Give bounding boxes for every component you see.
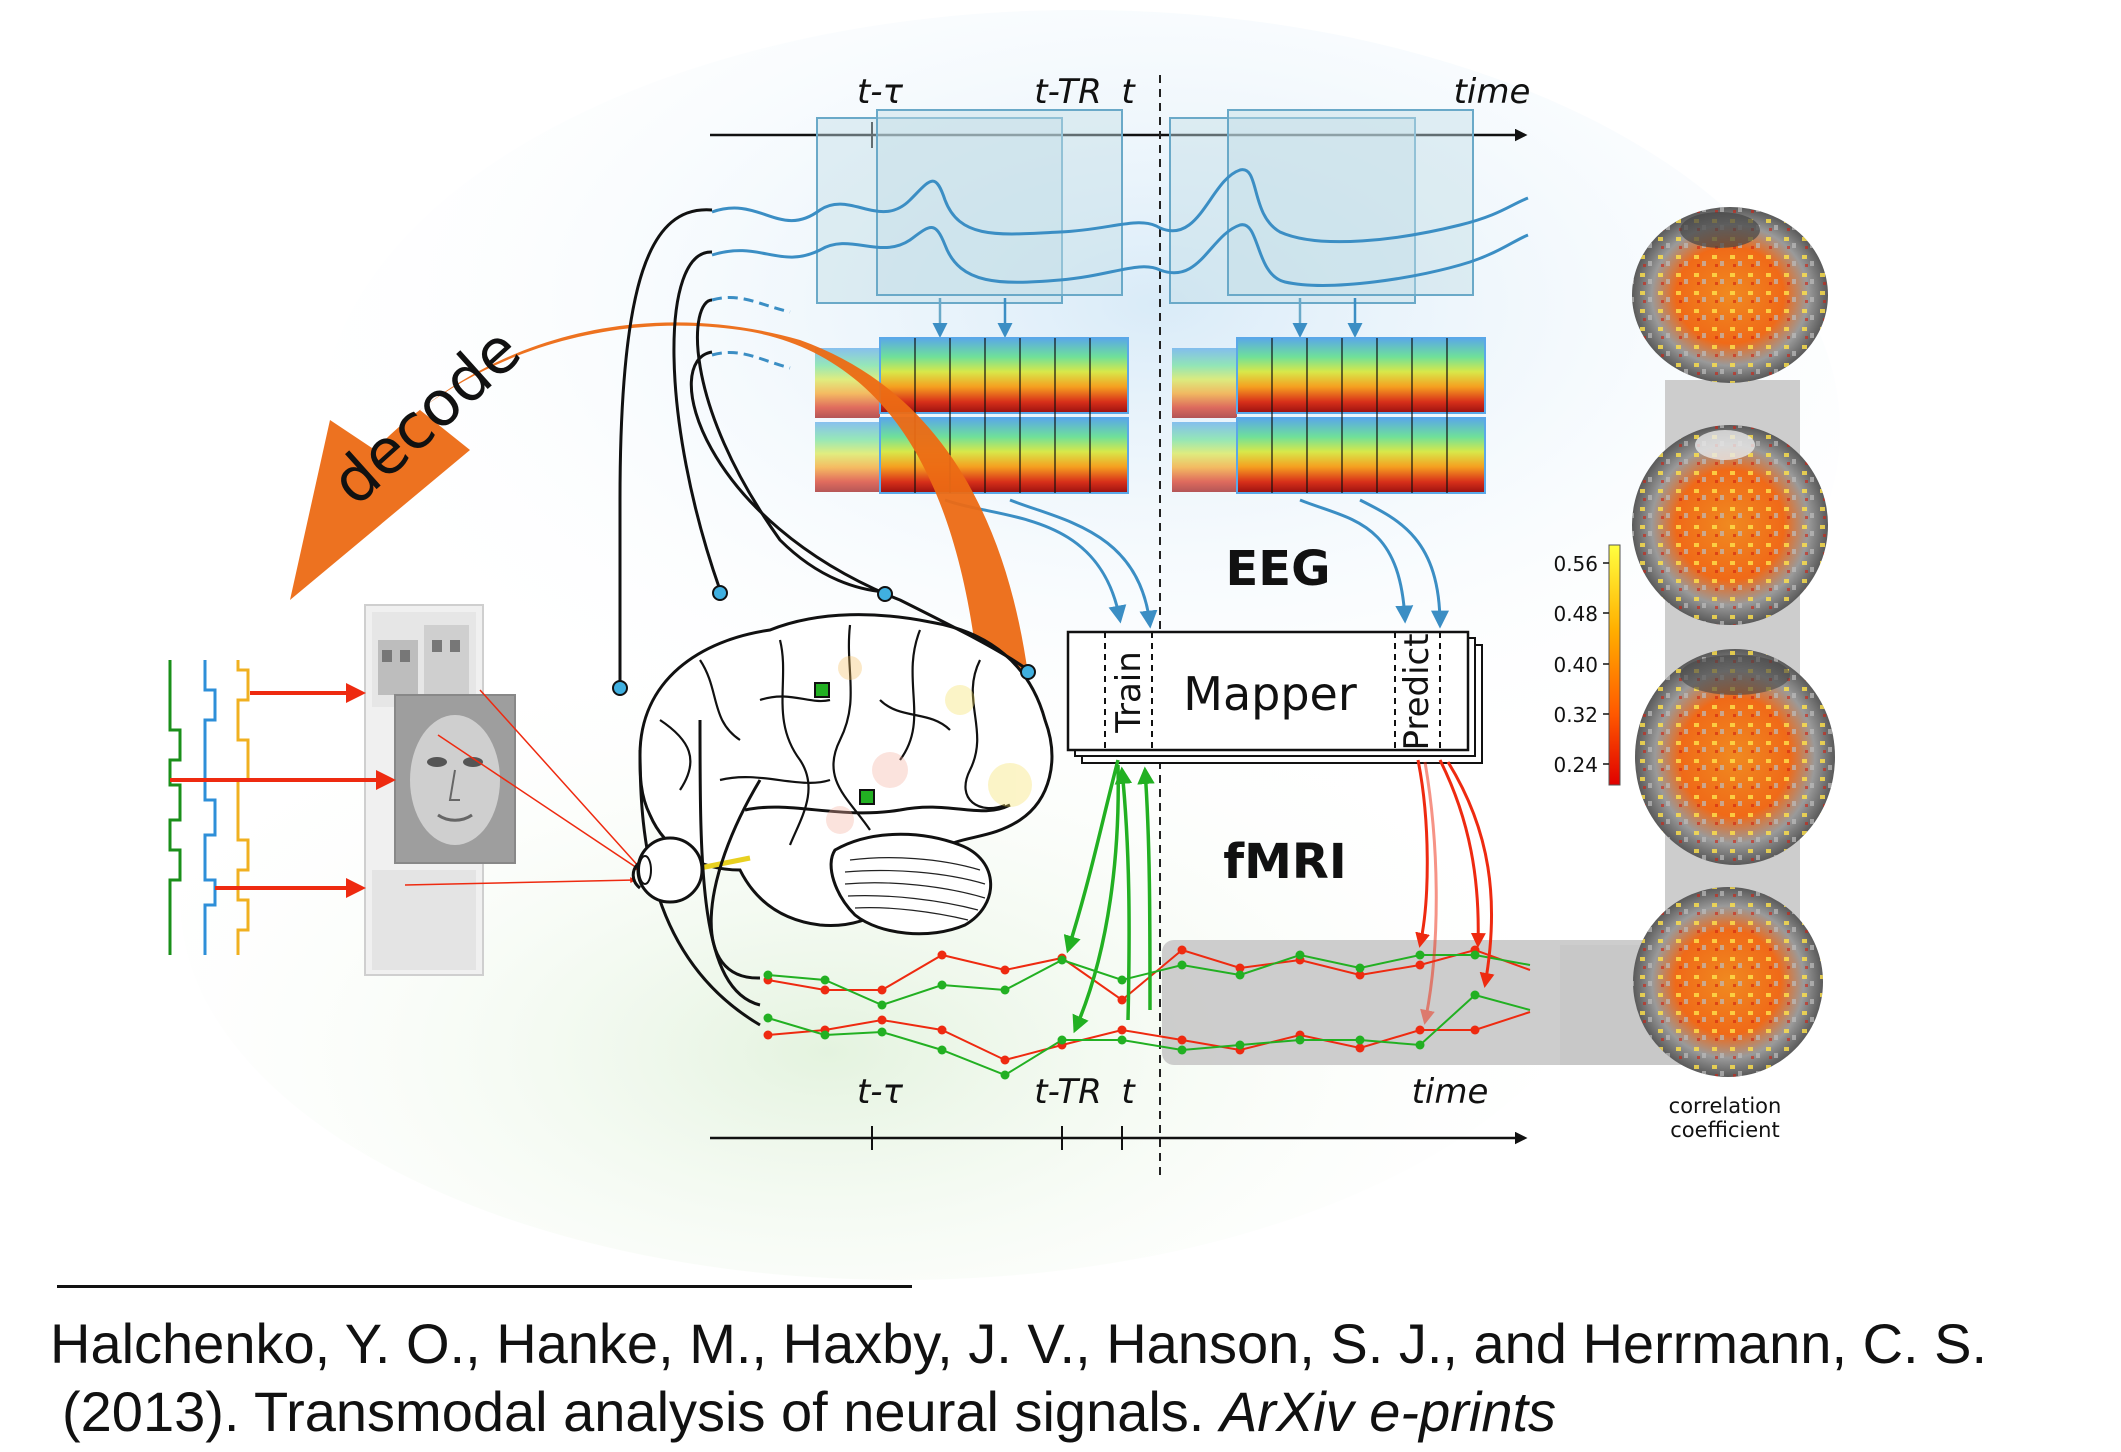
brain-slice-4 xyxy=(1633,887,1823,1077)
footnote-rule xyxy=(57,1285,912,1288)
eye-icon xyxy=(631,836,704,904)
stimulus-images xyxy=(364,604,516,976)
citation-line1: Halchenko, Y. O., Hanke, M., Haxby, J. V… xyxy=(50,1312,1988,1375)
bottom-time-axis: t-τ t-TR t time xyxy=(710,1072,1528,1150)
eeg-to-mapper-arrows xyxy=(944,498,1449,629)
electrode-dots xyxy=(612,585,1036,696)
colorbar-title-line1: correlation xyxy=(1669,1094,1782,1118)
mapper-box: Mapper Train Predict xyxy=(1066,630,1483,764)
electrode-wires xyxy=(618,208,1029,1027)
brain-activation-blobs xyxy=(826,656,1032,834)
eeg-traces xyxy=(711,168,1529,370)
train-arrows xyxy=(1063,759,1155,1034)
cerebellum-lines xyxy=(844,857,986,921)
gaze-lines xyxy=(404,689,641,886)
predict-arrows xyxy=(1415,759,1495,1025)
correlation-colorbar: 0.56 0.48 0.40 0.32 0.24 correlation coe… xyxy=(1553,544,1782,1142)
colorbar-tick-024: 0.24 xyxy=(1553,753,1598,777)
top-axis-t: t xyxy=(1121,72,1136,112)
colorbar-tick-032: 0.32 xyxy=(1553,703,1598,727)
fmri-timeseries xyxy=(767,948,1531,1077)
colorbar-title-line2: coefficient xyxy=(1670,1118,1779,1142)
top-axis-time: time xyxy=(1454,72,1531,112)
fmri-voxel-marker xyxy=(859,789,875,805)
eeg-spectrograms-train xyxy=(815,337,1129,494)
citation-line2-plain: (2013). Transmodal analysis of neural si… xyxy=(62,1380,1220,1443)
colorbar-tick-040: 0.40 xyxy=(1553,653,1598,677)
brain-slices xyxy=(1632,207,1835,1077)
train-label: Train xyxy=(1109,651,1149,734)
fmri-timeseries-points xyxy=(763,945,1480,1080)
eeg-source-marker xyxy=(814,682,830,698)
brain-slice-2 xyxy=(1632,425,1828,625)
brain-sulci xyxy=(659,624,1011,846)
mapper-label: Mapper xyxy=(1183,667,1357,721)
top-time-axis: t-τ t-TR t time xyxy=(710,72,1530,148)
top-axis-t-tau: t-τ xyxy=(857,72,904,112)
stimulus-arrows xyxy=(170,683,396,898)
eeg-spectrograms-predict xyxy=(1172,337,1486,494)
citation: Halchenko, Y. O., Hanke, M., Haxby, J. V… xyxy=(50,1310,2100,1446)
fmri-label: fMRI xyxy=(1223,834,1346,890)
brain-illustration xyxy=(638,613,1054,936)
bottom-axis-time: time xyxy=(1412,1072,1489,1112)
bottom-axis-t-tr: t-TR xyxy=(1034,1072,1102,1112)
brain-slice-3 xyxy=(1635,649,1835,865)
fmri-prediction-band xyxy=(1162,940,1692,1065)
predict-label: Predict xyxy=(1397,633,1437,750)
colorbar-tick-056: 0.56 xyxy=(1553,552,1598,576)
eeg-window-arrows xyxy=(932,298,1363,338)
citation-journal: ArXiv e-prints xyxy=(1219,1380,1557,1443)
top-axis-t-tr: t-TR xyxy=(1034,72,1102,112)
optic-nerve xyxy=(699,855,751,871)
eeg-label: EEG xyxy=(1226,541,1331,597)
stimulus-timelines xyxy=(168,660,250,955)
bottom-axis-t: t xyxy=(1121,1072,1136,1112)
colorbar-tick-048: 0.48 xyxy=(1553,602,1598,626)
eeg-window-predict xyxy=(1169,109,1474,304)
citation-line2: (2013). Transmodal analysis of neural si… xyxy=(50,1378,2100,1446)
house-image xyxy=(372,612,476,707)
brain-slice-1 xyxy=(1632,207,1828,383)
bottom-axis-t-tau: t-τ xyxy=(857,1072,904,1112)
